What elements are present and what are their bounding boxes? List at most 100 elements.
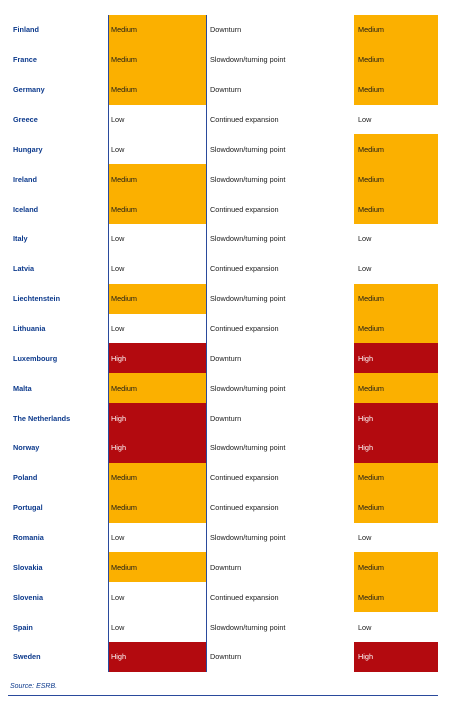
cycle-phase-cell: Slowdown/turning point xyxy=(210,443,286,453)
country-name: The Netherlands xyxy=(13,413,71,423)
country-name: Norway xyxy=(13,443,40,453)
risk-level-cell: Low xyxy=(354,253,438,284)
column-divider xyxy=(108,15,109,672)
table-row: Germany Medium Downturn Medium xyxy=(0,74,460,105)
cycle-phase-cell: Slowdown/turning point xyxy=(210,383,286,393)
table-row: Norway High Slowdown/turning point High xyxy=(0,433,460,463)
cycle-phase-cell: Slowdown/turning point xyxy=(210,622,286,632)
risk-level-cell: Medium xyxy=(354,74,438,105)
risk-level-cell: Low xyxy=(108,104,206,135)
cycle-phase-cell: Slowdown/turning point xyxy=(210,533,286,543)
cycle-phase-cell: Downturn xyxy=(210,353,242,363)
table-row: Greece Low Continued expansion Low xyxy=(0,104,460,135)
risk-level-cell: High xyxy=(354,433,438,463)
table-row: Luxembourg High Downturn High xyxy=(0,343,460,374)
column-divider xyxy=(206,15,207,672)
cycle-phase-cell: Slowdown/turning point xyxy=(210,144,286,154)
risk-level-cell: Medium xyxy=(354,462,438,493)
cycle-phase-cell: Slowdown/turning point xyxy=(210,234,286,244)
country-name: Liechtenstein xyxy=(13,294,61,304)
cycle-phase-cell: Continued expansion xyxy=(210,264,279,274)
risk-level-cell: High xyxy=(108,343,206,374)
cycle-phase-cell: Downturn xyxy=(210,25,242,35)
table-row: Liechtenstein Medium Slowdown/turning po… xyxy=(0,283,460,314)
risk-level-cell: Medium xyxy=(108,194,206,225)
table-row: France Medium Slowdown/turning point Med… xyxy=(0,44,460,75)
country-name: Lithuania xyxy=(13,324,46,334)
risk-level-cell: High xyxy=(108,433,206,463)
table-row: Poland Medium Continued expansion Medium xyxy=(0,462,460,493)
risk-level-cell: Low xyxy=(354,612,438,643)
risk-table: Finland Medium Downturn Medium France Me… xyxy=(0,15,460,672)
country-name: Iceland xyxy=(13,204,39,214)
risk-level-cell: Medium xyxy=(108,462,206,493)
table-row: The Netherlands High Downturn High xyxy=(0,403,460,434)
risk-level-cell: Low xyxy=(108,134,206,165)
country-name: Finland xyxy=(13,25,39,35)
risk-level-cell: Low xyxy=(108,313,206,344)
country-name: Slovakia xyxy=(13,562,43,572)
risk-level-cell: Medium xyxy=(354,194,438,225)
risk-level-cell: Medium xyxy=(354,492,438,523)
risk-level-cell: Medium xyxy=(108,492,206,523)
table-row: Portugal Medium Continued expansion Medi… xyxy=(0,492,460,523)
country-name: Italy xyxy=(13,234,28,244)
country-name: Romania xyxy=(13,533,44,543)
risk-level-cell: Low xyxy=(108,612,206,643)
table-row: Italy Low Slowdown/turning point Low xyxy=(0,224,460,254)
risk-level-cell: Medium xyxy=(354,44,438,75)
risk-level-cell: Medium xyxy=(108,15,206,45)
cycle-phase-cell: Continued expansion xyxy=(210,592,279,602)
country-name: Latvia xyxy=(13,264,35,274)
risk-level-cell: Medium xyxy=(354,373,438,404)
table-row: Slovakia Medium Downturn Medium xyxy=(0,552,460,583)
risk-level-cell: Low xyxy=(108,224,206,254)
risk-level-cell: Low xyxy=(108,522,206,553)
cycle-phase-cell: Downturn xyxy=(210,413,242,423)
risk-level-cell: Medium xyxy=(108,552,206,583)
country-name: Germany xyxy=(13,85,45,95)
cycle-phase-cell: Continued expansion xyxy=(210,204,279,214)
risk-level-cell: Medium xyxy=(108,164,206,195)
risk-level-cell: Medium xyxy=(108,373,206,404)
source-note: Source: ESRB. xyxy=(10,683,58,690)
risk-level-cell: High xyxy=(108,642,206,672)
risk-level-cell: Medium xyxy=(354,552,438,583)
risk-level-cell: Low xyxy=(354,104,438,135)
cycle-phase-cell: Continued expansion xyxy=(210,115,279,124)
table-row: Slovenia Low Continued expansion Medium xyxy=(0,582,460,613)
country-name: Poland xyxy=(13,473,38,483)
risk-level-cell: Medium xyxy=(354,582,438,613)
cycle-phase-cell: Slowdown/turning point xyxy=(210,174,286,184)
cycle-phase-cell: Downturn xyxy=(210,562,242,572)
table-row: Finland Medium Downturn Medium xyxy=(0,15,460,45)
risk-level-cell: High xyxy=(354,343,438,374)
table-row: Ireland Medium Slowdown/turning point Me… xyxy=(0,164,460,195)
risk-level-cell: High xyxy=(354,403,438,434)
cycle-phase-cell: Continued expansion xyxy=(210,473,279,483)
country-name: Greece xyxy=(13,115,38,124)
country-name: Ireland xyxy=(13,174,37,184)
country-name: Malta xyxy=(13,383,32,393)
cycle-phase-cell: Downturn xyxy=(210,85,242,95)
cycle-phase-cell: Slowdown/turning point xyxy=(210,294,286,304)
divider xyxy=(8,695,438,696)
table-row: Latvia Low Continued expansion Low xyxy=(0,253,460,284)
table-row: Iceland Medium Continued expansion Mediu… xyxy=(0,194,460,225)
risk-level-cell: Medium xyxy=(354,15,438,45)
table-row: Romania Low Slowdown/turning point Low xyxy=(0,522,460,553)
risk-level-cell: Medium xyxy=(354,313,438,344)
country-name: Hungary xyxy=(13,144,43,154)
risk-level-cell: Low xyxy=(354,224,438,254)
table-row: Lithuania Low Continued expansion Medium xyxy=(0,313,460,344)
risk-level-cell: High xyxy=(108,403,206,434)
risk-level-cell: Medium xyxy=(108,283,206,314)
country-name: Luxembourg xyxy=(13,353,58,363)
country-name: Sweden xyxy=(13,652,41,662)
table-row: Sweden High Downturn High xyxy=(0,642,460,672)
country-name: Spain xyxy=(13,622,33,632)
cycle-phase-cell: Downturn xyxy=(210,652,242,662)
risk-level-cell: Medium xyxy=(354,164,438,195)
risk-level-cell: High xyxy=(354,642,438,672)
risk-level-cell: Low xyxy=(354,522,438,553)
